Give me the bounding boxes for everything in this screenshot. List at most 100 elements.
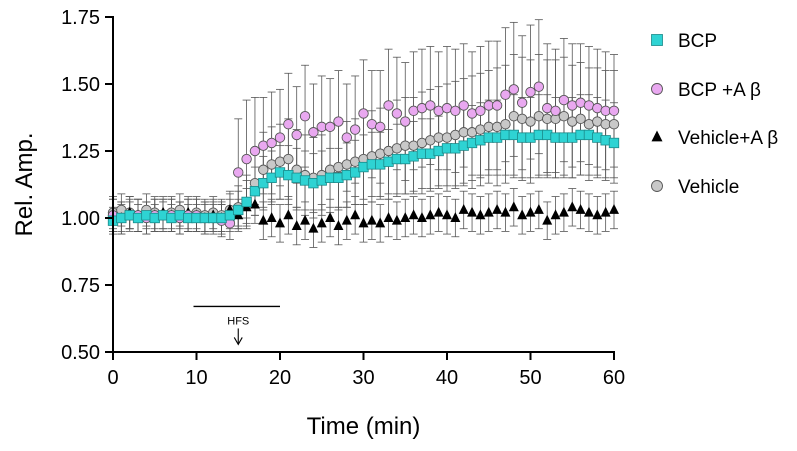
point-vehicle-a bbox=[575, 204, 586, 214]
axes: 0.50 0.75 1.00 1.25 1.50 1.75 0 10 20 30 40 50 60 Tim… bbox=[11, 7, 625, 440]
point-bcp bbox=[258, 178, 269, 189]
point-vehicle bbox=[500, 118, 511, 130]
point-bcp bbox=[349, 167, 361, 178]
point-vehicle-a bbox=[525, 206, 536, 217]
point-vehicle-a bbox=[467, 206, 478, 217]
legend-marker bbox=[651, 130, 663, 142]
legend-label: BCP +A β bbox=[678, 80, 761, 101]
point-bcp-a bbox=[550, 105, 561, 117]
point-bcp-a bbox=[249, 145, 261, 157]
legend-label: Vehicle+A β bbox=[678, 128, 778, 149]
point-vehicle-a bbox=[333, 220, 344, 230]
point-vehicle-a bbox=[258, 214, 269, 225]
point-bcp-a bbox=[425, 100, 436, 111]
x-tick-label: 50 bbox=[519, 367, 541, 389]
point-vehicle-a bbox=[567, 201, 578, 212]
point-bcp-a bbox=[450, 105, 461, 117]
point-bcp bbox=[233, 204, 244, 216]
point-vehicle-a bbox=[483, 206, 494, 217]
legend-label: BCP bbox=[678, 31, 717, 52]
point-bcp-a bbox=[475, 105, 486, 117]
point-bcp-a bbox=[291, 129, 302, 141]
point-bcp-a bbox=[558, 94, 570, 106]
point-vehicle-a bbox=[408, 209, 419, 220]
point-bcp-a bbox=[491, 100, 503, 111]
point-vehicle-a bbox=[249, 198, 260, 209]
point-vehicle-a bbox=[442, 209, 452, 220]
point-vehicle-a bbox=[366, 214, 377, 225]
point-bcp bbox=[249, 186, 261, 197]
point-vehicle-a bbox=[600, 206, 611, 217]
legend: BCP BCP +A β Vehicle+A β Vehicle bbox=[651, 31, 778, 198]
point-bcp-a bbox=[349, 124, 361, 135]
point-vehicle-a bbox=[533, 204, 544, 214]
point-vehicle-a bbox=[433, 206, 444, 217]
point-vehicle-a bbox=[358, 217, 369, 228]
point-vehicle-a bbox=[375, 217, 386, 228]
point-vehicle-a bbox=[391, 214, 402, 225]
point-bcp-a bbox=[525, 86, 536, 98]
point-bcp-a bbox=[533, 81, 545, 92]
point-bcp bbox=[241, 196, 252, 208]
point-bcp-a bbox=[358, 108, 369, 119]
hfs-annotation: HFS bbox=[193, 305, 280, 346]
point-bcp-a bbox=[324, 121, 336, 133]
y-tick-label: 1.50 bbox=[61, 74, 100, 96]
x-tick-label: 0 bbox=[107, 367, 118, 389]
point-bcp bbox=[224, 210, 236, 221]
point-bcp-a bbox=[500, 89, 511, 100]
legend-item-vehicle-a: Vehicle+A β bbox=[651, 128, 778, 149]
point-bcp-a bbox=[608, 105, 620, 117]
legend-item-vehicle: Vehicle bbox=[651, 177, 739, 198]
y-tick-label: 0.75 bbox=[61, 275, 100, 297]
point-vehicle bbox=[608, 118, 620, 130]
point-bcp-a bbox=[508, 84, 519, 95]
point-bcp-a bbox=[391, 108, 403, 119]
point-bcp bbox=[608, 137, 620, 149]
point-bcp-a bbox=[266, 137, 277, 149]
point-vehicle-a bbox=[492, 204, 503, 214]
point-bcp-a bbox=[458, 100, 469, 111]
point-bcp-a bbox=[383, 100, 394, 111]
point-vehicle-a bbox=[609, 204, 619, 214]
point-vehicle-a bbox=[592, 209, 603, 220]
point-vehicle bbox=[558, 110, 570, 122]
point-vehicle-a bbox=[275, 217, 285, 228]
data-markers bbox=[107, 81, 620, 233]
hfs-arrow-head bbox=[233, 337, 243, 346]
x-tick-label: 20 bbox=[269, 367, 291, 389]
x-axis-title: Time (min) bbox=[307, 413, 421, 440]
point-vehicle-a bbox=[517, 209, 528, 220]
point-vehicle-a bbox=[508, 201, 519, 212]
point-bcp-a bbox=[341, 132, 352, 143]
point-vehicle-a bbox=[416, 212, 427, 222]
x-tick-label: 30 bbox=[352, 367, 374, 389]
point-vehicle-a bbox=[316, 217, 327, 228]
legend-item-bcp: BCP bbox=[651, 31, 717, 52]
y-tick-label: 1.25 bbox=[61, 141, 100, 163]
legend-marker bbox=[651, 180, 663, 192]
point-vehicle-a bbox=[341, 214, 352, 225]
point-bcp-a bbox=[333, 116, 344, 127]
point-vehicle-a bbox=[542, 214, 553, 225]
point-bcp-a bbox=[283, 118, 294, 130]
point-bcp-a bbox=[241, 153, 252, 165]
point-vehicle bbox=[575, 113, 586, 125]
legend-label: Vehicle bbox=[678, 177, 739, 198]
point-vehicle-a bbox=[500, 206, 511, 217]
point-bcp-a bbox=[274, 132, 286, 143]
point-bcp-a bbox=[375, 121, 386, 133]
point-vehicle-a bbox=[425, 209, 436, 220]
point-vehicle-a bbox=[583, 206, 594, 217]
point-vehicle-a bbox=[550, 209, 561, 220]
point-bcp-a bbox=[233, 167, 244, 178]
hfs-label: HFS bbox=[227, 315, 249, 327]
point-bcp-a bbox=[516, 97, 528, 108]
point-vehicle-a bbox=[400, 212, 411, 222]
x-tick-label: 40 bbox=[436, 367, 458, 389]
point-vehicle-a bbox=[308, 222, 319, 233]
point-bcp bbox=[266, 172, 277, 183]
point-vehicle-a bbox=[458, 204, 469, 214]
point-vehicle-a bbox=[450, 212, 461, 222]
